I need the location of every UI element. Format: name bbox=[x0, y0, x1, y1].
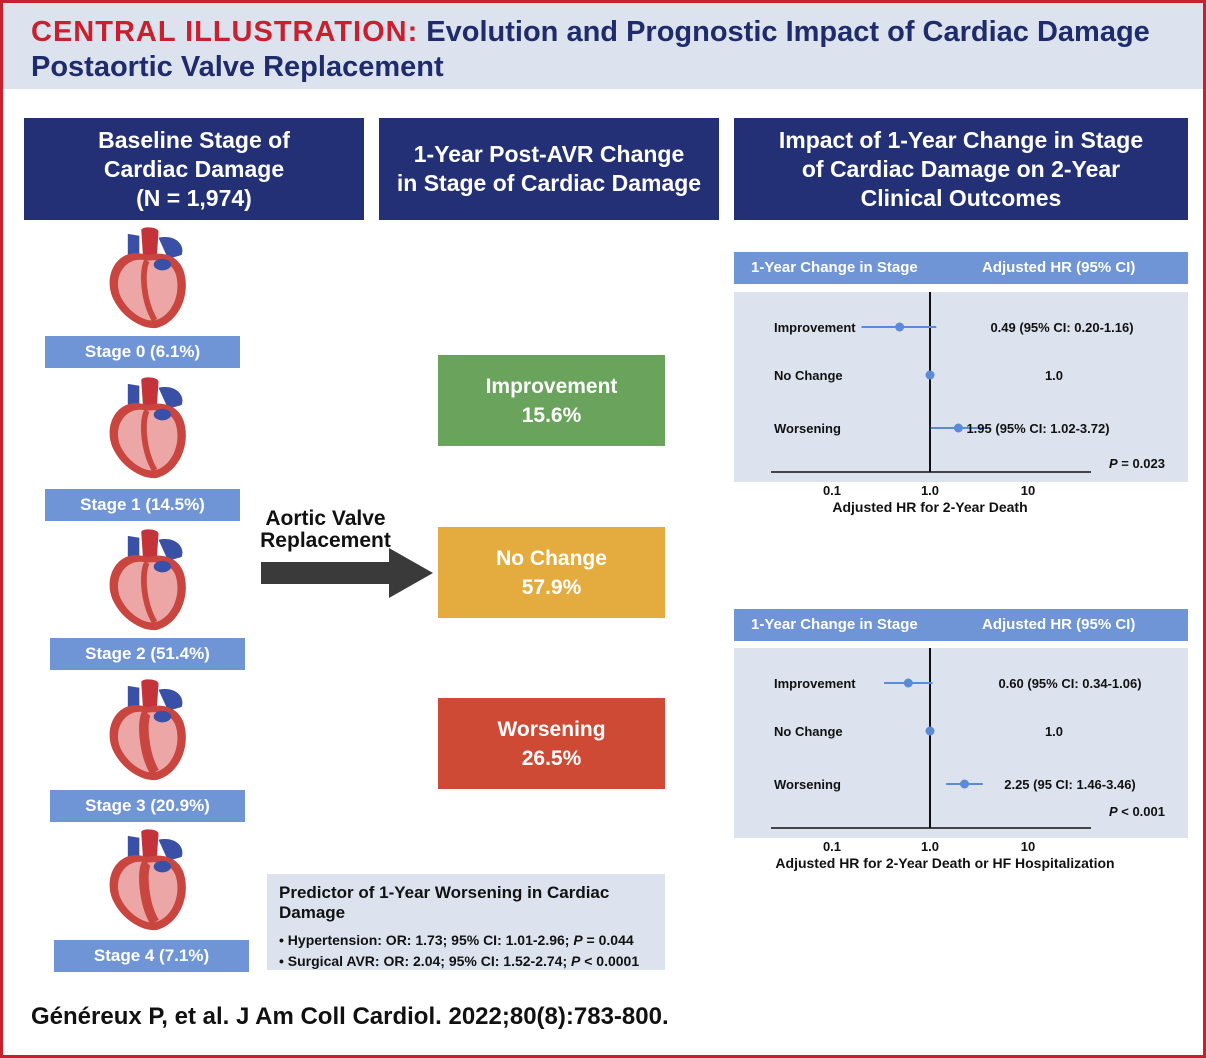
forest-point bbox=[953, 423, 963, 433]
heart-icon bbox=[109, 529, 186, 631]
forest-point bbox=[925, 726, 935, 736]
heart-icon bbox=[109, 377, 186, 479]
impact-header-line-3: Clinical Outcomes bbox=[860, 184, 1062, 211]
change-header-line-2: in Stage of Cardiac Damage bbox=[396, 170, 702, 196]
forest-tick-label: 10 bbox=[1021, 839, 1035, 854]
predictor-box: Predictor of 1-Year Worsening in Cardiac… bbox=[267, 874, 665, 970]
forest-row-value: 1.0 bbox=[1045, 724, 1063, 739]
forest-panel-bg bbox=[734, 292, 1188, 482]
title-main: Evolution and Prognostic Impact of Cardi… bbox=[31, 16, 1150, 83]
predictor-item-hypertension: • Hypertension: OR: 1.73; 95% CI: 1.01-2… bbox=[279, 932, 653, 948]
forest-row-label: Improvement bbox=[774, 676, 856, 691]
predictor-item-hypertension-p-label: P bbox=[573, 932, 583, 948]
avr-label-line-1: Aortic Valve bbox=[265, 507, 386, 530]
stage-4-label: Stage 4 (7.1%) bbox=[54, 940, 249, 972]
impact-column-header: Impact of 1-Year Change in Stage of Card… bbox=[734, 118, 1188, 220]
forest-panel-bg bbox=[734, 648, 1188, 838]
no-change-value: 57.9% bbox=[521, 575, 582, 599]
forest-plot-2-header-left: 1-Year Change in Stage bbox=[751, 616, 918, 633]
arrow-icon bbox=[261, 548, 433, 598]
change-column-header: 1-Year Post-AVR Change in Stage of Cardi… bbox=[379, 118, 719, 220]
forest-point bbox=[903, 678, 913, 688]
stage-0-label: Stage 0 (6.1%) bbox=[45, 336, 240, 368]
forest-x-axis-label: Adjusted HR for 2-Year Death bbox=[832, 499, 1027, 515]
predictor-item-surgical-avr-p-value: < 0.0001 bbox=[580, 953, 640, 969]
stage-1-label: Stage 1 (14.5%) bbox=[45, 489, 240, 521]
forest-point bbox=[925, 370, 935, 380]
heart-icon bbox=[109, 829, 186, 931]
title-prefix: CENTRAL ILLUSTRATION: bbox=[31, 16, 419, 48]
stage-2-label: Stage 2 (51.4%) bbox=[50, 638, 245, 670]
no-change-name: No Change bbox=[496, 546, 607, 570]
stage-3-label: Stage 3 (20.9%) bbox=[50, 790, 245, 822]
forest-row-value: 0.49 (95% CI: 0.20-1.16) bbox=[990, 320, 1133, 335]
forest-plot-2-header-right: Adjusted HR (95% CI) bbox=[982, 616, 1136, 633]
predictor-item-surgical-avr-text: • Surgical AVR: OR: 2.04; 95% CI: 1.52-2… bbox=[279, 953, 571, 969]
citation: Généreux P, et al. J Am Coll Cardiol. 20… bbox=[31, 1003, 669, 1030]
forest-tick-label: 0.1 bbox=[823, 839, 841, 854]
forest-tick-label: 0.1 bbox=[823, 483, 841, 498]
forest-point bbox=[895, 322, 905, 332]
forest-plot-1-header-right: Adjusted HR (95% CI) bbox=[982, 259, 1136, 276]
baseline-header-line-3: (N = 1,974) bbox=[136, 184, 252, 211]
predictor-item-hypertension-text: • Hypertension: OR: 1.73; 95% CI: 1.01-2… bbox=[279, 932, 574, 948]
baseline-header-line-1: Baseline Stage of bbox=[98, 126, 290, 153]
avr-label: Aortic Valve Replacement bbox=[253, 508, 398, 552]
forest-tick-label: 1.0 bbox=[921, 839, 939, 854]
forest-plot-1-header-left: 1-Year Change in Stage bbox=[751, 259, 918, 276]
impact-header-line-2: of Cardiac Damage on 2-Year bbox=[801, 155, 1121, 182]
impact-header-line-1: Impact of 1-Year Change in Stage bbox=[778, 126, 1144, 153]
forest-row-label: No Change bbox=[774, 368, 843, 383]
improvement-box: Improvement 15.6% bbox=[438, 355, 665, 446]
improvement-value: 15.6% bbox=[521, 403, 582, 427]
forest-p-value: P = 0.023 bbox=[1109, 456, 1165, 471]
baseline-header-line-2: Cardiac Damage bbox=[103, 155, 285, 182]
forest-x-axis-label: Adjusted HR for 2-Year Death or HF Hospi… bbox=[775, 855, 1114, 871]
forest-p-value: P < 0.001 bbox=[1109, 804, 1165, 819]
page-title: CENTRAL ILLUSTRATION: Evolution and Prog… bbox=[31, 15, 1181, 85]
title-bar: CENTRAL ILLUSTRATION: Evolution and Prog… bbox=[3, 3, 1203, 89]
forest-row-label: Improvement bbox=[774, 320, 856, 335]
change-header-line-1: 1-Year Post-AVR Change bbox=[413, 141, 685, 167]
forest-tick-label: 1.0 bbox=[921, 483, 939, 498]
forest-point bbox=[960, 779, 970, 789]
forest-plot-1-header: 1-Year Change in Stage Adjusted HR (95% … bbox=[734, 252, 1188, 284]
predictor-item-surgical-avr-p-label: P bbox=[571, 953, 581, 969]
worsening-name: Worsening bbox=[497, 717, 606, 741]
forest-plot-death: Improvement 0.49 (95% CI: 0.20-1.16) No Ch… bbox=[734, 292, 1188, 515]
worsening-box: Worsening 26.5% bbox=[438, 698, 665, 789]
baseline-column-header: Baseline Stage of Cardiac Damage (N = 1,… bbox=[24, 118, 364, 220]
forest-row-value: 1.0 bbox=[1045, 368, 1063, 383]
forest-row-label: Worsening bbox=[774, 777, 841, 792]
forest-row-value: 0.60 (95% CI: 0.34-1.06) bbox=[998, 676, 1141, 691]
avr-label-line-2: Replacement bbox=[260, 529, 391, 552]
improvement-name: Improvement bbox=[485, 374, 618, 398]
predictor-title: Predictor of 1-Year Worsening in Cardiac… bbox=[279, 883, 610, 922]
forest-row-label: Worsening bbox=[774, 421, 841, 436]
predictor-item-hypertension-p-value: = 0.044 bbox=[582, 932, 634, 948]
worsening-value: 26.5% bbox=[521, 746, 582, 770]
forest-row-value: 1.95 (95% CI: 1.02-3.72) bbox=[966, 421, 1109, 436]
forest-plot-death-hf: Improvement 0.60 (95% CI: 0.34-1.06) No Ch… bbox=[734, 648, 1188, 871]
forest-row-value: 2.25 (95 CI: 1.46-3.46) bbox=[1004, 777, 1136, 792]
forest-plot-2-header: 1-Year Change in Stage Adjusted HR (95% … bbox=[734, 609, 1188, 641]
heart-icon bbox=[109, 679, 186, 781]
forest-tick-label: 10 bbox=[1021, 483, 1035, 498]
predictor-item-surgical-avr: • Surgical AVR: OR: 2.04; 95% CI: 1.52-2… bbox=[279, 953, 653, 969]
forest-row-label: No Change bbox=[774, 724, 843, 739]
heart-icon bbox=[109, 227, 186, 329]
no-change-box: No Change 57.9% bbox=[438, 527, 665, 618]
